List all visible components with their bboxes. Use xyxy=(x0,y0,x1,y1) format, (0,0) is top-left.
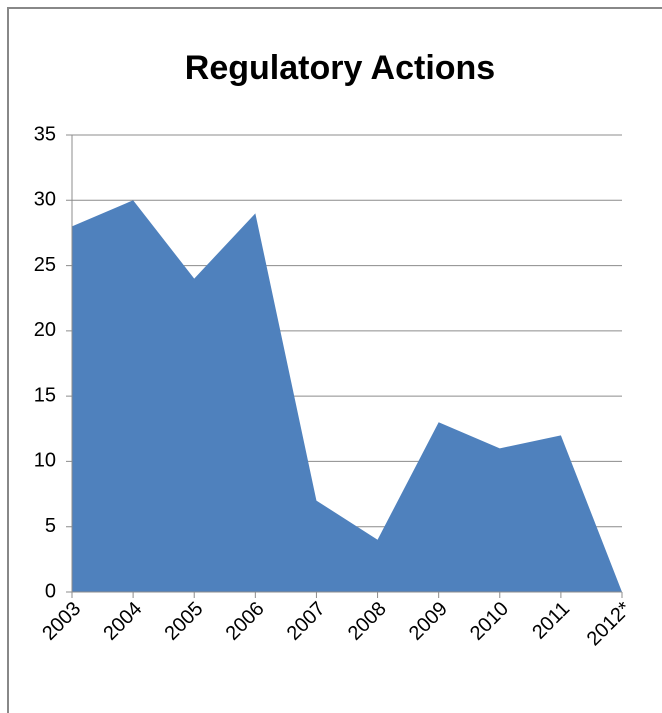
x-tick-label: 2012* xyxy=(583,598,636,651)
x-tick-label: 2006 xyxy=(222,598,269,645)
y-tick-label: 10 xyxy=(34,450,56,472)
y-tick-label: 35 xyxy=(34,123,56,145)
x-tick-label: 2005 xyxy=(160,598,207,645)
x-tick-label: 2010 xyxy=(466,598,513,645)
y-tick-label: 20 xyxy=(34,319,56,341)
y-tick-label: 25 xyxy=(34,254,56,276)
y-tick-label: 0 xyxy=(45,580,56,602)
x-tick-label: 2004 xyxy=(99,598,146,645)
y-tick-label: 5 xyxy=(45,515,56,537)
area xyxy=(72,200,622,593)
chart-title: Regulatory Actions xyxy=(185,49,495,87)
x-tick-label: 2009 xyxy=(405,598,452,645)
x-tick-label: 2007 xyxy=(283,598,330,645)
x-tick-label: 2011 xyxy=(528,598,574,644)
y-tick-label: 15 xyxy=(34,384,56,406)
frame xyxy=(7,7,662,713)
x-tick-label: 2008 xyxy=(344,598,391,645)
y-tick-label: 30 xyxy=(34,189,56,211)
x-tick-label: 2003 xyxy=(38,598,85,645)
